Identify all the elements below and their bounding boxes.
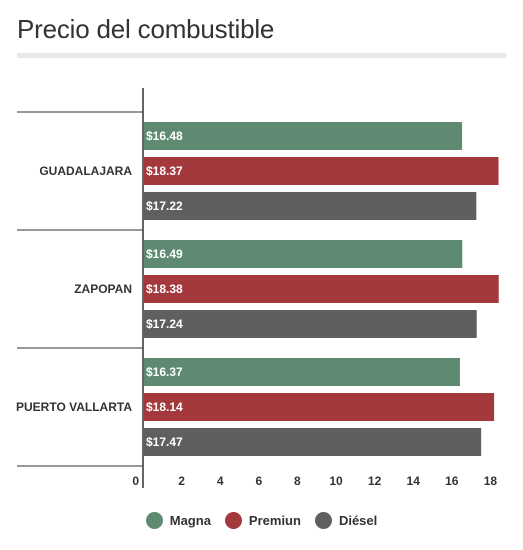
- category-label-guadalajara: GUADALAJARA: [39, 164, 132, 178]
- data-label-guadalajara-magna: $16.48: [146, 129, 183, 143]
- legend-swatch-diesel: [314, 512, 332, 529]
- x-tick-label-10: 10: [329, 474, 343, 488]
- chart-title: Precio del combustible: [17, 14, 275, 44]
- legend: Magna Premiun Diésel: [0, 512, 523, 529]
- x-tick-label-0: 0: [132, 474, 139, 488]
- data-label-zapopan-magna: $16.49: [146, 247, 183, 261]
- x-tick-label-8: 8: [294, 474, 301, 488]
- legend-item-magna[interactable]: Magna: [145, 512, 211, 529]
- x-tick-label-2: 2: [178, 474, 185, 488]
- x-tick-label-14: 14: [407, 474, 421, 488]
- data-label-zapopan-premiun: $18.38: [146, 282, 183, 296]
- bar-guadalajara-magna: [144, 122, 463, 150]
- bar-guadalajara-premiun: [144, 157, 499, 185]
- data-label-puerto-vallarta-premiun: $18.14: [146, 400, 183, 414]
- x-tick-label-6: 6: [255, 474, 262, 488]
- legend-swatch-magna: [145, 512, 163, 529]
- legend-swatch-premiun: [224, 512, 242, 529]
- x-tick-label-12: 12: [368, 474, 382, 488]
- x-tick-label-4: 4: [217, 474, 224, 488]
- x-tick-label-18: 18: [484, 474, 498, 488]
- data-label-guadalajara-premiun: $18.37: [146, 164, 183, 178]
- data-label-puerto-vallarta-magna: $16.37: [146, 365, 183, 379]
- data-label-guadalajara-di-sel: $17.22: [146, 199, 183, 213]
- bar-puerto-vallarta-magna: [144, 358, 460, 386]
- bar-guadalajara-di-sel: [144, 192, 477, 220]
- bar-chart: GUADALAJARA $16.48 $18.37 $17.22 ZAPOPAN $16.…: [16, 88, 499, 488]
- bar-puerto-vallarta-di-sel: [144, 428, 482, 456]
- legend-item-premiun[interactable]: Premiun: [224, 512, 301, 529]
- bar-zapopan-premiun: [144, 275, 499, 303]
- legend-label-diesel: Diésel: [338, 513, 378, 528]
- legend-label-premiun: Premiun: [248, 513, 301, 528]
- data-label-puerto-vallarta-di-sel: $17.47: [146, 435, 183, 449]
- x-tick-label-16: 16: [445, 474, 459, 488]
- bar-zapopan-magna: [144, 240, 463, 268]
- title-divider: [17, 53, 506, 58]
- legend-item-diesel[interactable]: Diésel: [314, 512, 378, 529]
- data-label-zapopan-di-sel: $17.24: [146, 317, 183, 331]
- category-label-puerto-vallarta: PUERTO VALLARTA: [16, 400, 132, 414]
- legend-label-magna: Magna: [169, 513, 211, 528]
- bar-zapopan-di-sel: [144, 310, 477, 338]
- category-label-zapopan: ZAPOPAN: [74, 282, 132, 296]
- bar-puerto-vallarta-premiun: [144, 393, 495, 421]
